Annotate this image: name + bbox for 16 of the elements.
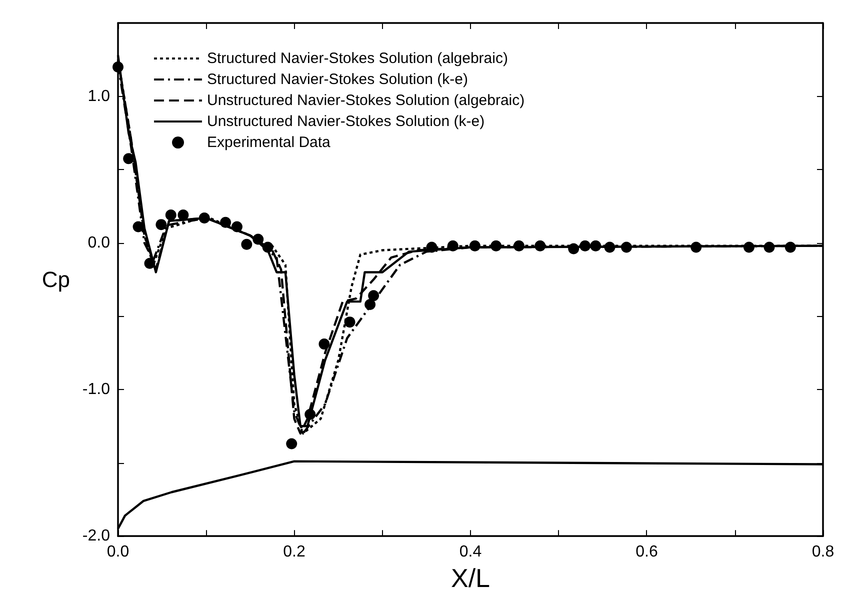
legend-label: Experimental Data: [207, 134, 332, 151]
y-tick-label: -1.0: [82, 381, 110, 398]
y-tick-label: -2.0: [82, 528, 110, 545]
y-tick-label: 0.0: [88, 234, 110, 252]
legend-label: Structured Navier-Stokes Solution (algebraic): [207, 50, 508, 67]
x-tick-label: 0.6: [636, 544, 658, 561]
x-axis-title: X/L: [450, 563, 490, 593]
x-tick-label: 0.4: [459, 544, 482, 561]
legend-label: Unstructured Navier-Stokes Solution (algebraic): [207, 92, 525, 109]
y-tick-label: 1.0: [88, 88, 110, 105]
x-tick-label: 0.2: [283, 544, 306, 561]
x-tick-label: 0.0: [106, 544, 130, 561]
legend-label: Unstructured Navier-Stokes Solution (k-e): [207, 113, 485, 130]
y-axis-title: Cp: [42, 267, 70, 292]
legend-label: Structured Navier-Stokes Solution (k-e): [207, 71, 468, 88]
x-tick-label: 0.8: [812, 544, 834, 561]
